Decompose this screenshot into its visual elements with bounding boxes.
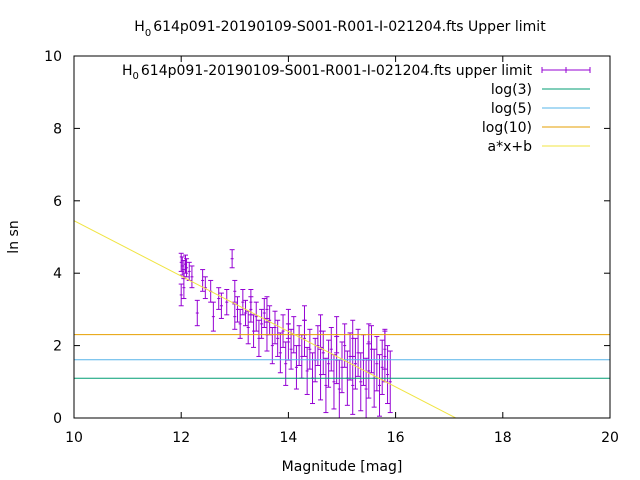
- data-point: [382, 328, 388, 370]
- data-point: [224, 288, 230, 316]
- data-point: [280, 314, 286, 348]
- data-point: [336, 359, 342, 418]
- legend-label: H0 614p091-20190109-S001-R001-I-021204.ft…: [122, 63, 533, 82]
- data-point: [264, 296, 270, 323]
- data-point: [374, 336, 380, 392]
- data-point: [269, 327, 275, 365]
- data-point: [318, 348, 324, 401]
- data-point: [352, 337, 358, 390]
- data-point: [267, 305, 273, 336]
- data-point: [248, 288, 254, 316]
- data-point: [232, 303, 238, 330]
- data-point: [355, 328, 361, 377]
- data-point: [216, 287, 222, 310]
- y-tick-label: 8: [53, 121, 62, 137]
- plot-frame: [73, 55, 611, 419]
- data-point: [315, 325, 321, 367]
- data-point: [182, 254, 188, 274]
- data-point: [186, 261, 192, 281]
- data-point: [189, 265, 195, 289]
- data-point: [272, 310, 278, 345]
- data-point: [178, 252, 184, 272]
- data-point: [387, 350, 393, 414]
- data-point: [202, 276, 208, 300]
- data-point: [194, 299, 200, 327]
- data-point: [259, 308, 265, 339]
- plot-clip: [74, 220, 610, 418]
- data-point: [261, 298, 267, 328]
- x-tick-label: 14: [279, 430, 297, 446]
- x-tick-label: 20: [601, 430, 619, 446]
- data-point: [277, 332, 283, 374]
- data-point: [285, 308, 291, 339]
- data-point: [358, 352, 364, 412]
- data-point: [229, 249, 235, 269]
- data-point: [385, 345, 391, 405]
- data-point: [379, 339, 385, 395]
- y-tick-label: 0: [53, 411, 62, 427]
- x-tick-label: 12: [172, 430, 190, 446]
- data-point: [320, 330, 326, 376]
- x-tick-label: 16: [387, 430, 405, 446]
- data-point: [283, 341, 289, 386]
- y-tick-label: 10: [44, 49, 62, 65]
- data-point: [350, 319, 356, 357]
- x-axis-label: Magnitude [mag]: [282, 459, 403, 475]
- data-point: [237, 308, 243, 339]
- data-point: [307, 328, 313, 370]
- x-tick-label: 10: [65, 430, 83, 446]
- data-point: [304, 346, 310, 395]
- legend: H0 614p091-20190109-S001-R001-I-021204.ft…: [122, 63, 591, 155]
- legend-label: log(10): [482, 120, 532, 136]
- plot-area: [74, 220, 610, 418]
- data-point: [232, 279, 238, 303]
- data-point: [326, 339, 332, 388]
- data-point: [323, 357, 329, 414]
- y-tick-label: 4: [53, 266, 62, 282]
- legend-label: log(5): [491, 101, 532, 117]
- chart-title: H0 614p091-20190109-S001-R001-I-021204.ft…: [134, 19, 546, 39]
- data-point: [210, 301, 216, 332]
- data-point: [296, 325, 302, 367]
- series-4-fit-line: [74, 220, 457, 418]
- data-point: [243, 299, 249, 327]
- x-axis: 10 12 14 16 18 20: [65, 56, 619, 446]
- data-point: [293, 345, 299, 390]
- legend-label: a*x+b: [488, 139, 533, 155]
- data-point: [184, 258, 190, 278]
- y-tick-label: 6: [53, 194, 62, 210]
- data-point: [331, 354, 337, 410]
- data-point: [363, 357, 369, 418]
- data-point: [328, 327, 334, 372]
- data-point: [178, 283, 184, 307]
- x-tick-label: 18: [494, 430, 512, 446]
- data-point: [240, 288, 246, 316]
- data-point: [253, 301, 259, 332]
- data-point: [245, 310, 251, 345]
- data-point: [366, 323, 372, 361]
- data-point: [377, 354, 383, 417]
- legend-label: log(3): [491, 82, 532, 98]
- y-tick-label: 2: [53, 339, 62, 355]
- data-point: [339, 341, 345, 394]
- y-axis-label: ln sn: [6, 220, 22, 253]
- data-point: [288, 328, 294, 370]
